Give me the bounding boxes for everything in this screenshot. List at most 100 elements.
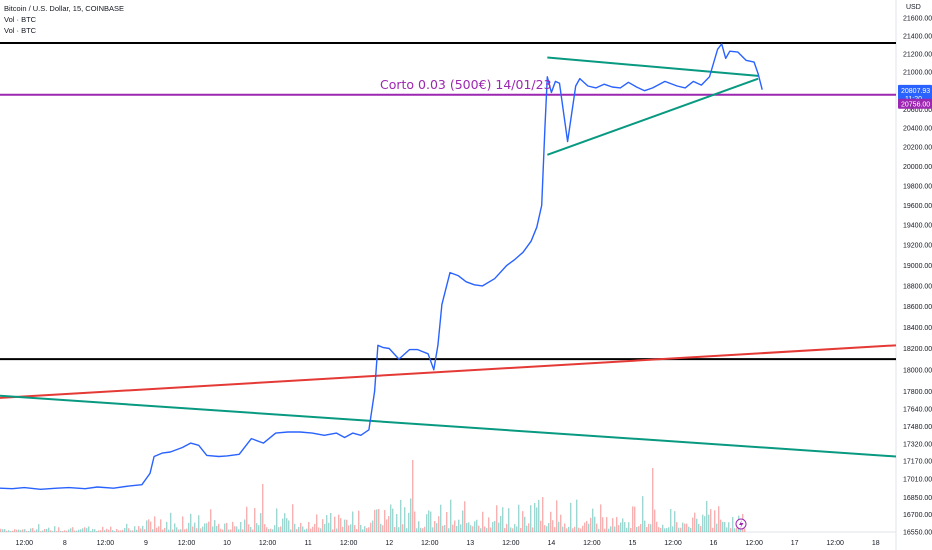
volume-bar: [576, 499, 578, 532]
volume-bar: [26, 530, 28, 532]
trendline-green-3[interactable]: [547, 56, 759, 77]
volume-bar: [374, 509, 376, 532]
volume-bar: [714, 510, 716, 532]
legend-volume-2[interactable]: Vol · BTC: [4, 26, 37, 35]
volume-bar: [274, 525, 276, 532]
volume-bar: [502, 507, 504, 532]
volume-bar: [362, 529, 364, 532]
y-tick-label: 21000.00: [903, 70, 932, 77]
volume-bar: [472, 526, 474, 532]
volume-bar: [552, 520, 554, 532]
volume-bar: [330, 512, 332, 532]
volume-bar: [216, 526, 218, 532]
volume-bar: [200, 528, 202, 532]
volume-bar: [22, 529, 24, 532]
volume-bar: [372, 520, 374, 532]
volume-bar: [722, 521, 724, 532]
x-tick-label: 8: [63, 540, 67, 547]
volume-bar: [36, 529, 38, 532]
volume-bar: [142, 525, 144, 532]
volume-bar: [450, 499, 452, 532]
volume-bar: [162, 529, 164, 532]
volume-bar: [336, 528, 338, 532]
volume-bar: [696, 518, 698, 532]
volume-bar: [238, 529, 240, 532]
volume-bar: [130, 530, 132, 532]
volume-bar: [494, 520, 496, 532]
volume-bar: [4, 529, 6, 532]
volume-bar: [418, 521, 420, 532]
volume-bar: [688, 526, 690, 532]
volume-bar: [440, 504, 442, 532]
volume-bar: [466, 523, 468, 532]
volume-bar: [516, 526, 518, 532]
trendline-red-1[interactable]: [0, 344, 897, 399]
volume-bar: [106, 528, 108, 532]
annotation-text[interactable]: Corto 0.03 (500€) 14/01/23: [380, 77, 552, 92]
volume-bar: [706, 500, 708, 532]
volume-bar: [694, 512, 696, 532]
volume-bar: [160, 519, 162, 532]
volume-bar: [342, 526, 344, 532]
volume-bar: [264, 524, 266, 532]
volume-bar: [490, 527, 492, 532]
volume-bar: [344, 519, 346, 532]
volume-bar: [210, 509, 212, 532]
volume-bar: [332, 529, 334, 532]
volume-bar: [674, 511, 676, 532]
y-tick-label: 17320.00: [903, 442, 932, 449]
volume-bar: [568, 526, 570, 532]
volume-bar: [78, 529, 80, 532]
volume-bar: [50, 530, 52, 532]
volume-bar: [600, 504, 602, 532]
volume-bar: [54, 526, 56, 532]
volume-bar: [620, 522, 622, 532]
y-tick-label: 17640.00: [903, 406, 932, 413]
volume-bar: [250, 527, 252, 532]
volume-bar: [612, 518, 614, 532]
volume-bar: [346, 519, 348, 532]
x-tick-label: 12:00: [583, 540, 601, 547]
trendline-green-2[interactable]: [0, 394, 897, 458]
legend-volume-1[interactable]: Vol · BTC: [4, 15, 37, 24]
volume-bar: [126, 523, 128, 532]
volume-bar: [236, 526, 238, 532]
volume-bar: [644, 520, 646, 532]
volume-bar: [442, 525, 444, 532]
volume-bar: [380, 523, 382, 532]
volume-bar: [206, 523, 208, 532]
volume-bar: [232, 521, 234, 532]
volume-bar: [670, 508, 672, 532]
y-tick-label: 20400.00: [903, 126, 932, 133]
volume-bar: [448, 528, 450, 532]
volume-bar: [178, 529, 180, 532]
volume-bar: [96, 531, 98, 532]
volume-bar: [302, 526, 304, 532]
x-tick-label: 9: [144, 540, 148, 547]
volume-bar: [310, 528, 312, 532]
volume-bar: [180, 529, 182, 532]
volume-bar: [482, 511, 484, 532]
volume-bar: [228, 529, 230, 532]
volume-bar: [328, 522, 330, 532]
volume-bar: [64, 530, 66, 532]
legend-symbol-title[interactable]: Bitcoin / U.S. Dollar, 15, COINBASE: [4, 4, 125, 13]
volume-bar: [590, 517, 592, 532]
volume-bar: [254, 508, 256, 532]
volume-bar: [192, 526, 194, 532]
volume-bar: [316, 514, 318, 532]
price-line[interactable]: [0, 43, 763, 490]
volume-bar: [404, 507, 406, 532]
volume-bar: [14, 529, 16, 532]
currency-label[interactable]: USD: [906, 4, 921, 11]
trendline-green-4[interactable]: [546, 77, 759, 156]
volume-bar: [690, 527, 692, 532]
volume-bar: [112, 530, 114, 532]
volume-bar: [120, 530, 122, 532]
y-tick-label: 16700.00: [903, 512, 932, 519]
volume-bar: [702, 514, 704, 532]
volume-bar: [182, 516, 184, 532]
volume-bar: [148, 519, 150, 532]
